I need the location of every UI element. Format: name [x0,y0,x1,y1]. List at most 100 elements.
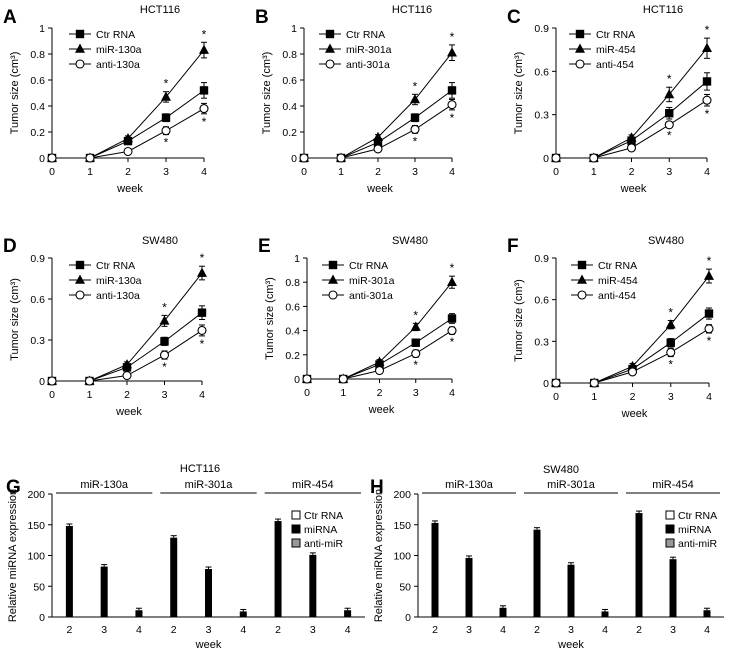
y-tick-label: 0.4 [282,101,297,113]
group-label: miR-130a [445,479,494,491]
legend-marker [575,59,585,69]
y-tick-label: 0.2 [285,350,300,362]
y-tick-label: 0.6 [534,66,549,78]
legend-swatch [291,510,301,520]
legend-marker [328,290,338,300]
group-label: miR-454 [292,479,334,491]
x-tick-label: 0 [553,166,559,178]
legend-marker [325,29,335,39]
panel-letter: D [3,236,17,257]
x-tick-label: 2 [275,624,281,636]
data-point [197,308,207,317]
x-tick-label: 0 [49,166,55,178]
significance-star: * [705,23,710,37]
y-tick-label: 1 [291,23,297,35]
data-point [161,91,171,101]
x-tick-label: 3 [668,391,674,403]
y-tick-label: 0.6 [534,295,549,307]
x-axis-label: week [557,639,584,651]
panel-letter: E [258,236,271,257]
bar [533,529,541,617]
data-point [626,132,637,142]
y-tick-label: 0.4 [30,101,45,113]
data-point [447,86,457,95]
x-tick-label: 1 [591,166,597,178]
y-axis-label: Tumor size (cm³) [513,279,525,362]
data-point [627,367,638,377]
x-tick-label: 0 [301,166,307,178]
legend-label: miR-454 [596,44,636,56]
x-tick-label: 4 [136,624,142,636]
legend-label: anti-301a [349,290,393,302]
x-tick-label: 3 [162,389,168,401]
y-axis-label: Tumor size (cm³) [9,278,21,361]
y-tick-label: 0.6 [285,301,300,313]
data-point [299,153,309,163]
bar-panel-h: H SW480 0 50 100 150 200 miR-130a 2 3 4 miR-301a 2 3 4… [370,464,724,651]
data-point [159,315,170,325]
chart-title: HCT116 [392,4,432,16]
significance-star: * [162,360,167,374]
x-tick-label: 0 [304,387,310,399]
data-point [123,146,133,157]
x-tick-label: 4 [199,389,205,401]
legend-label: anti-454 [596,59,634,71]
x-tick-label: 3 [310,624,316,636]
data-point [447,326,457,336]
data-point [373,131,383,141]
x-tick-label: 3 [466,624,472,636]
legend-label: miR-301a [346,44,392,56]
panel-letter: B [255,7,269,28]
bar [274,521,282,617]
y-tick-label: 0.6 [282,75,297,87]
x-tick-label: 4 [602,624,608,636]
data-point [199,104,209,114]
data-point [627,360,638,371]
data-point [704,324,714,334]
y-tick-label: 200 [27,489,45,501]
legend-marker [575,29,585,39]
line-panel-c: C HCT116 0 0.3 0.6 0.9 0 1 2 3 4 week Tumor size (cm… [507,4,712,195]
chart-title: HCT116 [140,4,180,16]
x-axis-label: week [366,183,393,195]
legend-label: anti-130a [96,59,140,71]
legend-swatch [291,524,301,534]
legend-label: miRNA [678,524,711,536]
bar [205,569,212,617]
x-tick-label: 2 [171,624,177,636]
significance-star: * [413,79,418,93]
bar [100,566,108,617]
x-tick-label: 1 [87,389,93,401]
x-tick-label: 4 [345,624,351,636]
x-tick-label: 2 [629,166,635,178]
y-tick-label: 0.2 [282,127,297,139]
data-point [161,113,171,122]
x-axis-label: week [621,408,648,420]
data-point [665,109,674,118]
bar [170,537,178,617]
x-tick-label: 2 [636,624,642,636]
x-tick-label: 2 [375,166,381,178]
x-tick-label: 1 [340,387,346,399]
data-point [373,138,383,147]
legend-marker [75,29,85,39]
bar [431,522,439,617]
significance-star: * [450,111,455,125]
y-tick-label: 0 [543,378,549,390]
chart-title: SW480 [392,235,428,247]
y-tick-label: 0.8 [30,49,45,61]
panel-letter: A [3,7,17,28]
x-axis-label: week [195,639,222,651]
bar-panel-g: G HCT116 0 50 100 150 200 miR-130a 2 3 4 miR-301a 2 3… [6,463,365,651]
x-tick-label: 4 [706,391,712,403]
legend-marker [577,290,587,300]
data-point [85,153,95,163]
legend-label: anti-301a [346,59,390,71]
legend-label: Ctr RNA [678,510,717,522]
legend-label: miR-301a [349,275,395,287]
significance-star: * [707,254,712,268]
y-tick-label: 0 [543,153,549,165]
x-axis-label: week [620,183,647,195]
significance-star: * [202,27,207,41]
data-point [197,325,207,335]
